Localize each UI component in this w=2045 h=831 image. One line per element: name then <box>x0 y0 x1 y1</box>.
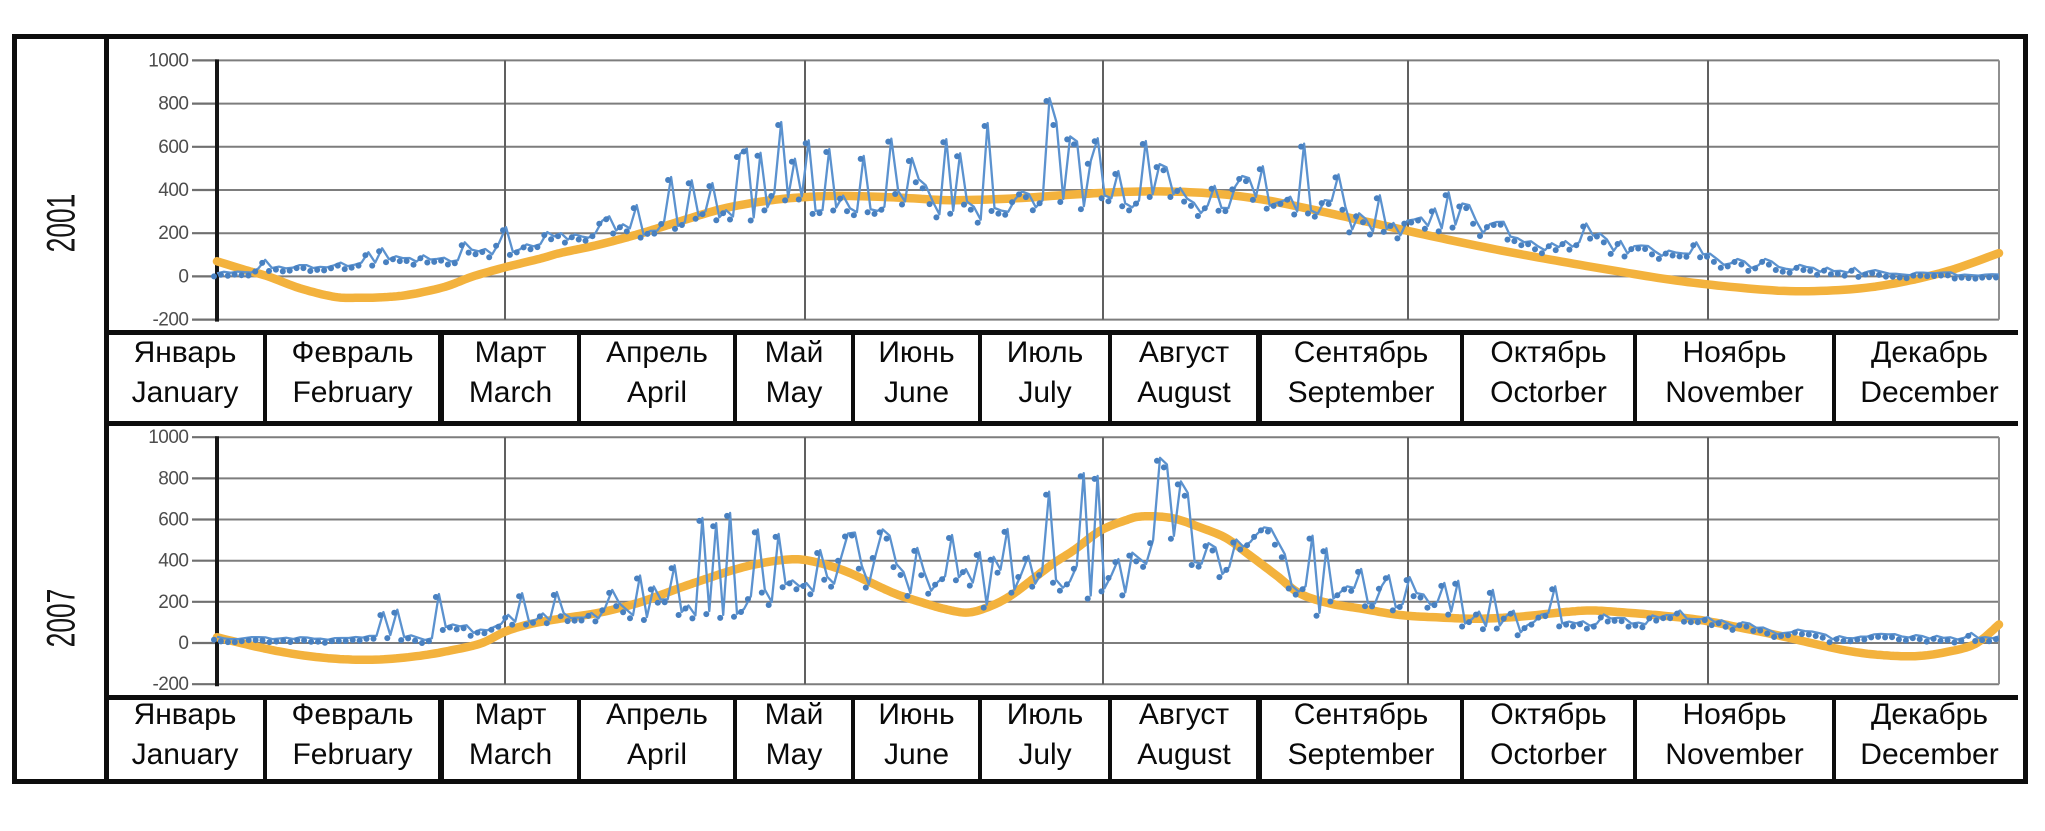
svg-text:0: 0 <box>178 266 188 287</box>
svg-text:200: 200 <box>158 592 188 613</box>
svg-text:200: 200 <box>158 223 188 244</box>
svg-text:-200: -200 <box>152 310 188 331</box>
svg-text:1000: 1000 <box>148 50 188 71</box>
svg-text:600: 600 <box>158 137 188 158</box>
svg-text:0: 0 <box>178 633 188 654</box>
svg-text:1000: 1000 <box>148 427 188 448</box>
svg-text:400: 400 <box>158 551 188 572</box>
svg-text:800: 800 <box>158 94 188 115</box>
svg-text:-200: -200 <box>152 674 188 695</box>
svg-text:400: 400 <box>158 180 188 201</box>
svg-text:800: 800 <box>158 468 188 489</box>
svg-text:600: 600 <box>158 510 188 531</box>
